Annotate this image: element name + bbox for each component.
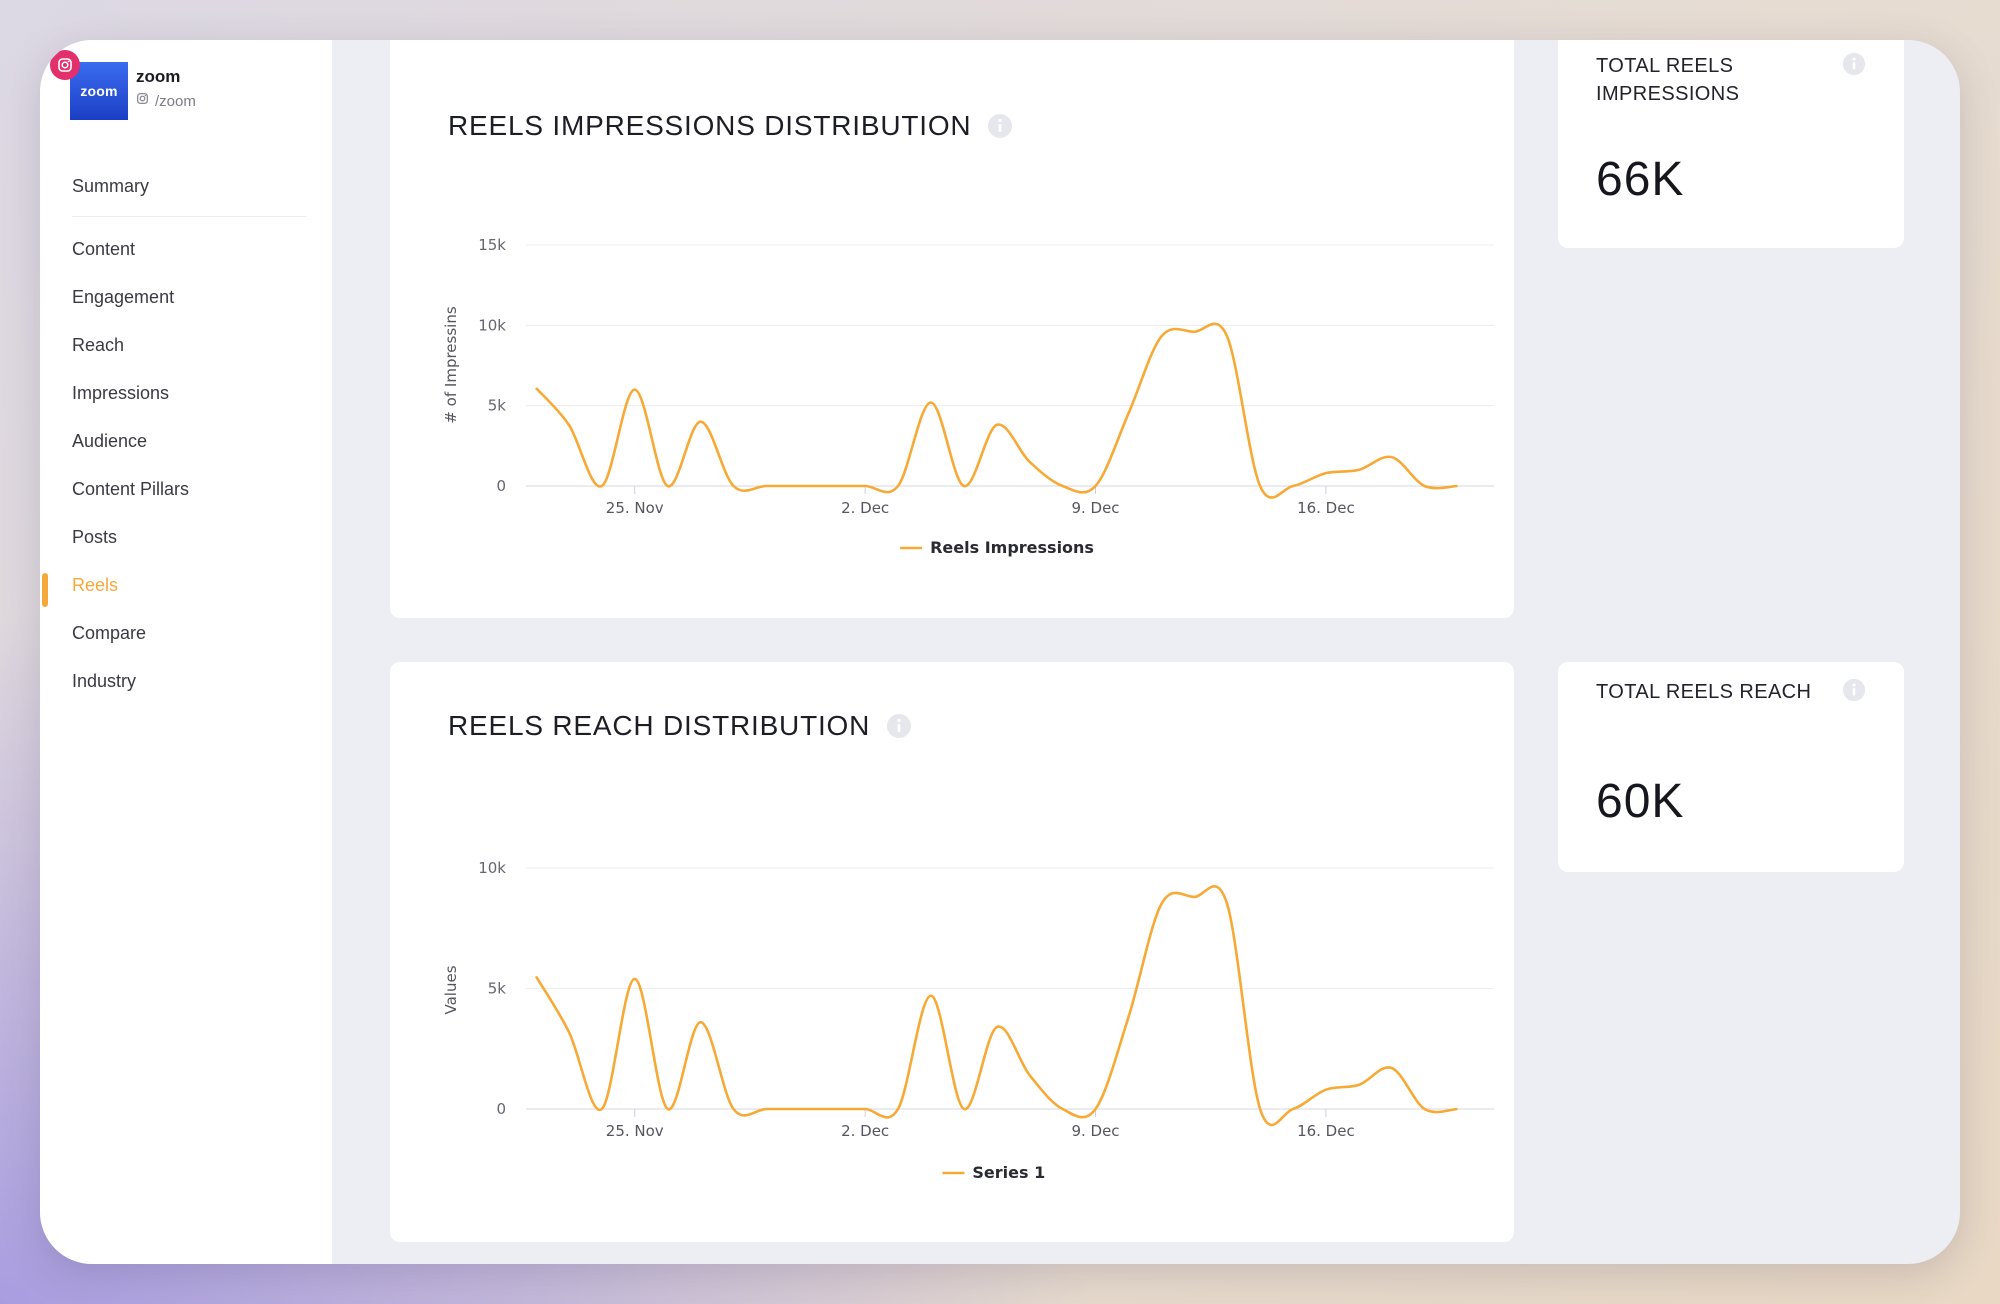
y-axis-label: # of Impressins [442,306,460,423]
profile-name: zoom [136,67,181,86]
impressions-line-chart: 0 5k 10k 15k 25. Nov 2. Dec 9. Dec 16. Dec # of … [442,236,1494,557]
total-reach-card: TOTAL REELS REACH 60K [1558,662,1904,872]
info-icon[interactable] [886,713,912,739]
sidebar-item-summary[interactable]: Summary [72,176,150,196]
reach-chart-card: REELS REACH DISTRIBUTION 0 5k 10k 25. Nov 2.… [390,662,1514,1242]
stat-label: TOTAL REELS IMPRESSIONS [1596,55,1740,105]
app-window: zoom zoom /zoom [40,40,1960,1264]
x-tick-label: 9. Dec [1071,499,1119,517]
legend-label: Reels Impressions [930,538,1094,557]
x-tick-label: 25. Nov [606,1122,664,1140]
sidebar-nav: Summary Content Engagement Reach Impress… [42,162,312,705]
info-icon[interactable] [1842,52,1866,81]
profile-header[interactable]: zoom zoom /zoom [50,50,330,142]
x-tick-label: 25. Nov [606,499,664,517]
legend-label: Series 1 [972,1163,1045,1182]
series-line [534,885,1458,1127]
sidebar-item-engagement[interactable]: Engagement [72,287,175,307]
sidebar-item-label: Reels [72,575,119,595]
sidebar: zoom zoom /zoom [40,40,332,1264]
x-tick-label: 2. Dec [841,1122,889,1140]
active-indicator [42,573,48,607]
nav-divider [72,216,306,217]
total-impressions-card: TOTAL REELS IMPRESSIONS 66K [1558,40,1904,248]
instagram-icon [50,50,80,80]
y-tick-label: 0 [496,1100,506,1118]
profile-handle: /zoom [155,92,196,110]
y-tick-label: 5k [488,980,507,998]
sidebar-item-industry[interactable]: Industry [72,671,137,691]
impressions-chart-card: REELS IMPRESSIONS DISTRIBUTION 0 5k 10k 15k… [390,40,1514,618]
info-icon[interactable] [1842,678,1866,707]
y-tick-label: 15k [478,236,506,254]
sidebar-item-content[interactable]: Content [72,239,136,259]
stat-value: 66K [1596,153,1685,206]
sidebar-item-audience[interactable]: Audience [72,431,148,451]
profile-handle-row: /zoom [136,92,196,110]
y-axis-label: Values [442,965,460,1014]
stat-label: TOTAL REELS REACH [1596,681,1812,703]
card-title-row: REELS IMPRESSIONS DISTRIBUTION [448,110,1013,142]
sidebar-item-reels[interactable]: Reels [42,561,312,609]
x-tick-label: 16. Dec [1297,499,1355,517]
reach-line-chart: 0 5k 10k 25. Nov 2. Dec 9. Dec 16. Dec Values Se… [442,859,1494,1182]
stat-value: 60K [1596,775,1685,828]
chart-title: REELS REACH DISTRIBUTION [448,710,871,741]
y-tick-label: 5k [488,397,507,415]
instagram-small-icon [136,92,149,110]
sidebar-item-impressions[interactable]: Impressions [72,383,170,403]
series-line [535,322,1458,499]
avatar-text: zoom [80,83,118,99]
y-tick-label: 0 [496,477,506,495]
x-tick-label: 16. Dec [1297,1122,1355,1140]
x-tick-label: 9. Dec [1071,1122,1119,1140]
y-tick-label: 10k [478,316,506,334]
sidebar-item-posts[interactable]: Posts [72,527,118,547]
sidebar-item-compare[interactable]: Compare [72,623,147,643]
sidebar-item-reach[interactable]: Reach [72,335,125,355]
info-icon[interactable] [987,113,1013,139]
card-title-row: REELS REACH DISTRIBUTION [448,710,912,742]
x-tick-label: 2. Dec [841,499,889,517]
sidebar-item-content-pillars[interactable]: Content Pillars [72,479,190,499]
y-tick-label: 10k [478,859,506,877]
avatar: zoom [70,62,128,120]
chart-title: REELS IMPRESSIONS DISTRIBUTION [448,110,972,141]
